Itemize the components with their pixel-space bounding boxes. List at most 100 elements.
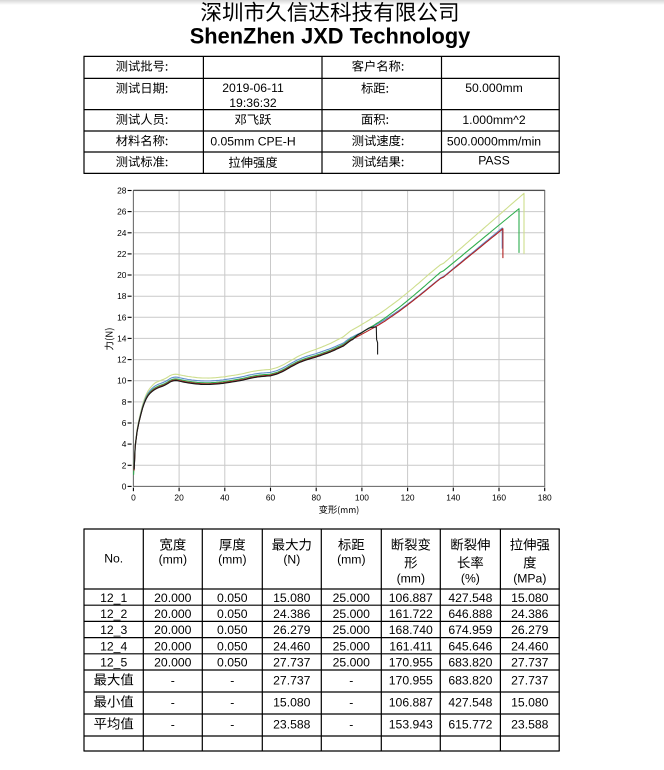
svg-text:20.000: 20.000 xyxy=(154,607,191,621)
svg-text:15.080: 15.080 xyxy=(511,696,548,710)
svg-text:8: 8 xyxy=(122,397,127,407)
svg-text:153.943: 153.943 xyxy=(389,718,433,732)
svg-text:0.050: 0.050 xyxy=(217,591,248,605)
svg-text:20.000: 20.000 xyxy=(154,623,191,637)
svg-text:50.000mm: 50.000mm xyxy=(465,81,523,95)
svg-text:22: 22 xyxy=(117,249,127,259)
svg-text:0: 0 xyxy=(131,493,136,503)
svg-text:0.050: 0.050 xyxy=(217,656,248,670)
svg-text:0.050: 0.050 xyxy=(217,639,248,653)
svg-text:19:36:32: 19:36:32 xyxy=(229,96,277,110)
svg-text:25.000: 25.000 xyxy=(333,639,370,653)
svg-text:4: 4 xyxy=(122,439,127,449)
svg-text:161.411: 161.411 xyxy=(389,639,432,653)
svg-text:2: 2 xyxy=(122,460,127,470)
svg-text:18: 18 xyxy=(117,291,127,301)
svg-text:-: - xyxy=(171,718,175,732)
svg-text:160: 160 xyxy=(492,493,506,503)
svg-text:20.000: 20.000 xyxy=(154,639,191,653)
svg-text:26.279: 26.279 xyxy=(273,623,310,637)
svg-text:16: 16 xyxy=(117,312,127,322)
svg-text:161.722: 161.722 xyxy=(389,607,433,621)
svg-text:(MPa): (MPa) xyxy=(513,572,546,586)
svg-text:427.548: 427.548 xyxy=(448,591,492,605)
svg-text:24.460: 24.460 xyxy=(511,639,548,653)
svg-text:27.737: 27.737 xyxy=(273,674,310,688)
svg-text:106.887: 106.887 xyxy=(389,696,433,710)
svg-text:No.: No. xyxy=(104,552,123,566)
svg-text:12_3: 12_3 xyxy=(100,623,127,637)
svg-text:6: 6 xyxy=(122,418,127,428)
svg-text:645.646: 645.646 xyxy=(448,639,492,653)
svg-text:PASS: PASS xyxy=(478,154,510,168)
svg-text:27.737: 27.737 xyxy=(273,656,310,670)
svg-text:(mm): (mm) xyxy=(397,572,425,586)
svg-text:0.05mm CPE-H: 0.05mm CPE-H xyxy=(210,135,295,149)
svg-text:-: - xyxy=(230,674,234,688)
svg-text:1.000mm^2: 1.000mm^2 xyxy=(462,113,526,127)
svg-text:674.959: 674.959 xyxy=(448,623,492,637)
svg-text:615.772: 615.772 xyxy=(448,718,492,732)
svg-text:(N): (N) xyxy=(283,553,300,567)
svg-text:-: - xyxy=(349,696,353,710)
svg-text:26.279: 26.279 xyxy=(511,623,548,637)
svg-text:25.000: 25.000 xyxy=(333,656,370,670)
svg-text:-: - xyxy=(230,696,234,710)
svg-text:100: 100 xyxy=(355,493,369,503)
svg-text:646.888: 646.888 xyxy=(448,607,492,621)
svg-text:27.737: 27.737 xyxy=(511,656,548,670)
svg-text:40: 40 xyxy=(220,493,230,503)
svg-text:23.588: 23.588 xyxy=(273,718,310,732)
svg-text:427.548: 427.548 xyxy=(448,696,492,710)
svg-text:0.050: 0.050 xyxy=(217,623,248,637)
svg-text:25.000: 25.000 xyxy=(333,607,370,621)
svg-text:(%): (%) xyxy=(461,572,480,586)
svg-text:-: - xyxy=(171,674,175,688)
svg-text:14: 14 xyxy=(117,333,127,343)
svg-text:-: - xyxy=(171,696,175,710)
svg-text:683.820: 683.820 xyxy=(448,656,492,670)
svg-text:24: 24 xyxy=(117,228,127,238)
svg-text:25.000: 25.000 xyxy=(333,591,370,605)
svg-text:(mm): (mm) xyxy=(218,553,246,567)
svg-text:2019-06-11: 2019-06-11 xyxy=(222,81,284,95)
svg-text:-: - xyxy=(349,718,353,732)
svg-text:20.000: 20.000 xyxy=(154,591,191,605)
svg-text:168.740: 168.740 xyxy=(389,623,433,637)
svg-text:0: 0 xyxy=(122,481,127,491)
svg-text:27.737: 27.737 xyxy=(511,674,548,688)
svg-text:10: 10 xyxy=(117,376,127,386)
svg-text:12_2: 12_2 xyxy=(100,607,127,621)
svg-text:-: - xyxy=(349,674,353,688)
svg-text:15.080: 15.080 xyxy=(511,591,548,605)
svg-text:180: 180 xyxy=(538,493,552,503)
svg-text:(mm): (mm) xyxy=(159,553,187,567)
svg-text:500.0000mm/min: 500.0000mm/min xyxy=(447,135,541,149)
svg-text:28: 28 xyxy=(117,186,127,196)
svg-text:(mm): (mm) xyxy=(337,553,365,567)
svg-text:120: 120 xyxy=(401,493,415,503)
svg-text:-: - xyxy=(230,718,234,732)
svg-text:15.080: 15.080 xyxy=(273,591,310,605)
svg-text:60: 60 xyxy=(266,493,276,503)
svg-text:170.955: 170.955 xyxy=(389,674,433,688)
svg-text:106.887: 106.887 xyxy=(389,591,433,605)
svg-text:170.955: 170.955 xyxy=(389,656,433,670)
svg-text:24.386: 24.386 xyxy=(511,607,548,621)
svg-text:80: 80 xyxy=(312,493,322,503)
svg-text:683.820: 683.820 xyxy=(448,674,492,688)
svg-text:15.080: 15.080 xyxy=(273,696,310,710)
svg-text:0.050: 0.050 xyxy=(217,607,248,621)
svg-text:140: 140 xyxy=(446,493,460,503)
svg-text:12_4: 12_4 xyxy=(100,639,127,653)
svg-text:12_1: 12_1 xyxy=(100,591,127,605)
svg-text:23.588: 23.588 xyxy=(511,718,548,732)
svg-text:20: 20 xyxy=(174,493,184,503)
svg-text:26: 26 xyxy=(117,207,127,217)
svg-text:25.000: 25.000 xyxy=(333,623,370,637)
svg-text:20: 20 xyxy=(117,270,127,280)
svg-text:24.386: 24.386 xyxy=(273,607,310,621)
svg-text:12: 12 xyxy=(117,355,127,365)
svg-text:ShenZhen JXD Technology: ShenZhen JXD Technology xyxy=(190,24,471,49)
svg-text:20.000: 20.000 xyxy=(154,656,191,670)
